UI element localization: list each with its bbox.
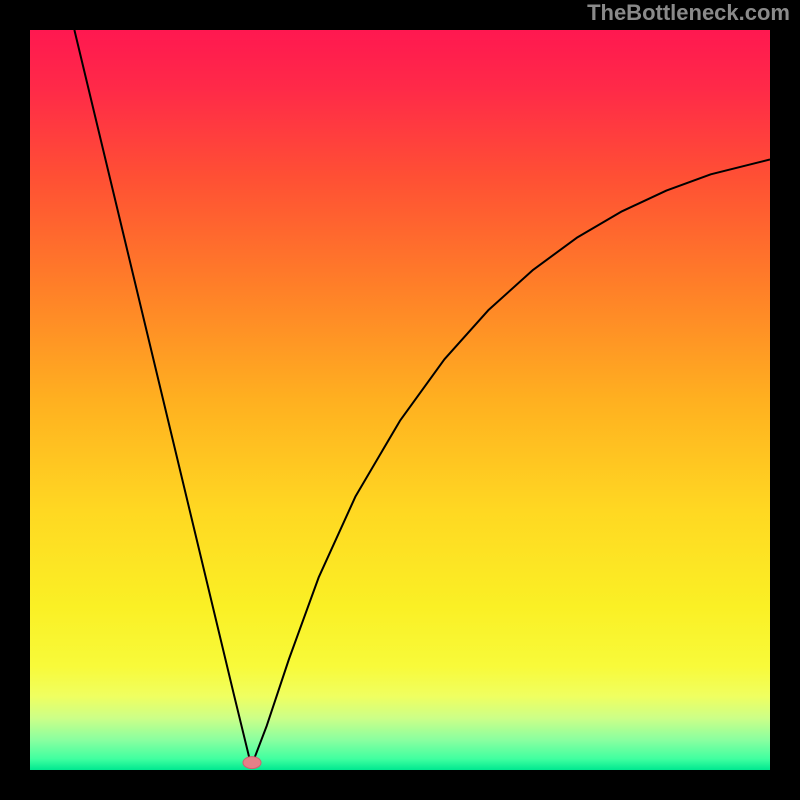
minimum-marker — [243, 757, 261, 769]
watermark-text: TheBottleneck.com — [587, 0, 790, 26]
bottleneck-chart — [30, 30, 770, 770]
chart-container: TheBottleneck.com — [0, 0, 800, 800]
chart-background — [30, 30, 770, 770]
